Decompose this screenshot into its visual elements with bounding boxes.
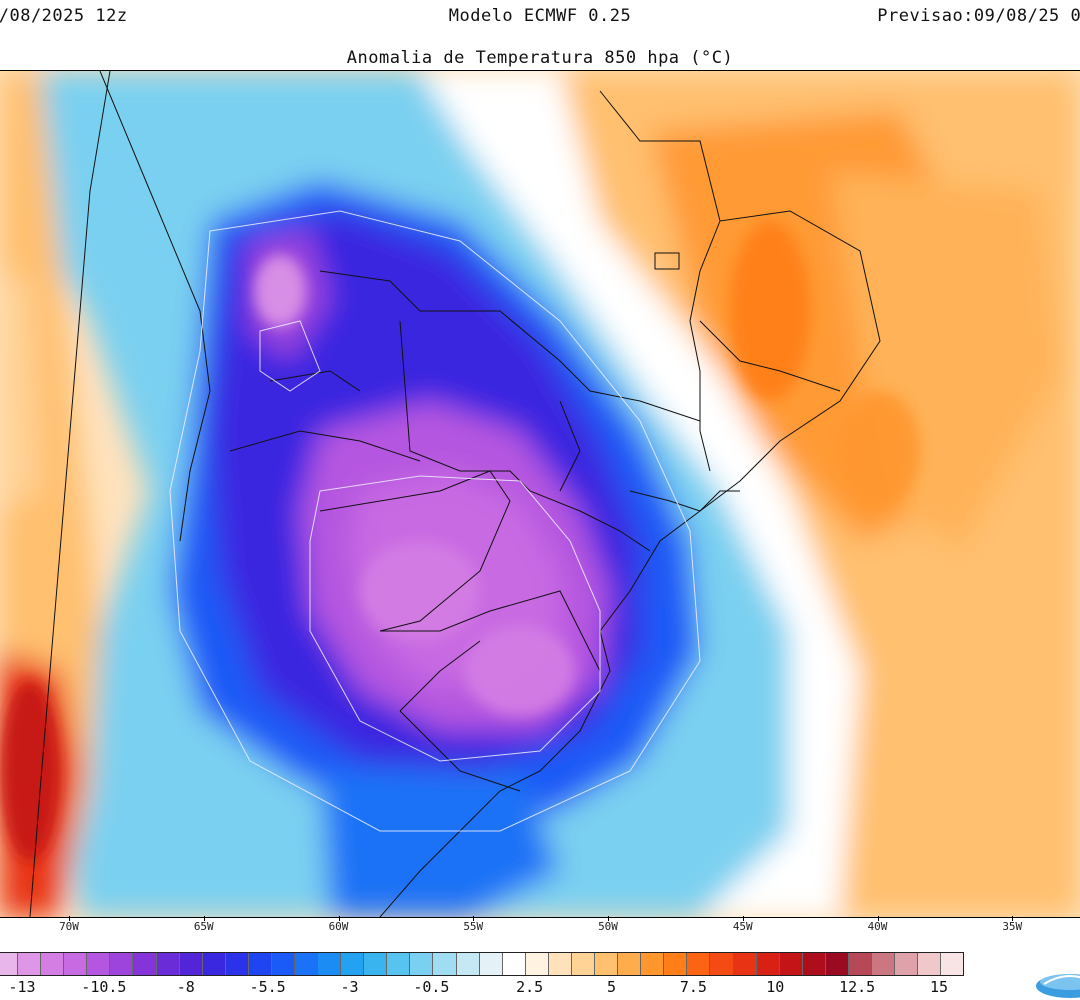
- anomaly-map-canvas: [0, 71, 1080, 917]
- colorbar-cell: [802, 953, 826, 975]
- colorbar-cell: [41, 953, 65, 975]
- colorbar-cell: [710, 953, 734, 975]
- colorbar-cell: [687, 953, 711, 975]
- colorbar-label: -13: [8, 978, 36, 996]
- colorbar-cell: [918, 953, 942, 975]
- colorbar-cell: [641, 953, 665, 975]
- colorbar-cell: [179, 953, 203, 975]
- longitude-label: 60W: [328, 920, 349, 933]
- colorbar-cell: [433, 953, 457, 975]
- colorbar-cell: [0, 953, 19, 975]
- colorbar-label: 15: [929, 978, 949, 996]
- longitude-label: 40W: [867, 920, 888, 933]
- colorbar-cell: [664, 953, 688, 975]
- colorbar: [0, 952, 964, 976]
- colorbar-cell: [848, 953, 872, 975]
- colorbar-cell: [756, 953, 780, 975]
- colorbar-cell: [895, 953, 919, 975]
- longitude-tick: [742, 916, 744, 921]
- colorbar-labels: -13 -10.5 -8 -5.5 -3 -0.5 2.5 5 7.5 10 12.5 15: [0, 978, 1080, 1000]
- longitude-tick: [338, 916, 340, 921]
- longitude-label: 35W: [1002, 920, 1023, 933]
- colorbar-label: -3: [340, 978, 359, 996]
- colorbar-cell: [248, 953, 272, 975]
- colorbar-label: -8: [176, 978, 195, 996]
- longitude-label: 65W: [193, 920, 214, 933]
- colorbar-cell: [595, 953, 619, 975]
- forecast-valid-label: Previsao:09/08/25 00: [877, 6, 1080, 26]
- colorbar-cell: [733, 953, 757, 975]
- anomaly-field: [0, 71, 1080, 917]
- anomaly-detail: [0, 221, 920, 861]
- colorbar-cell: [202, 953, 226, 975]
- colorbar-label: 5: [606, 978, 617, 996]
- longitude-tick: [473, 916, 475, 921]
- colorbar-cell: [295, 953, 319, 975]
- globe-logo-icon: [1036, 974, 1080, 998]
- longitude-tick: [69, 916, 70, 921]
- country-borders: [29, 71, 881, 917]
- colorbar-cell: [387, 953, 411, 975]
- colorbar-label: -0.5: [413, 978, 450, 996]
- colorbar-cell: [618, 953, 642, 975]
- colorbar-label: 2.5: [516, 978, 544, 996]
- longitude-label: 45W: [732, 920, 753, 933]
- colorbar-cell: [271, 953, 296, 975]
- colorbar-label: -10.5: [81, 978, 127, 996]
- colorbar-cell: [341, 953, 365, 975]
- colorbar-cell: [479, 953, 503, 975]
- longitude-axis: 70W 65W 60W 55W 50W 45W 40W 35W: [0, 916, 1080, 938]
- colorbar-cell: [87, 953, 111, 975]
- colorbar-cell: [502, 953, 526, 975]
- colorbar-cell: [156, 953, 180, 975]
- colorbar-cell: [941, 953, 964, 975]
- colorbar-label: 10: [766, 978, 785, 996]
- colorbar-label: 7.5: [679, 978, 707, 996]
- longitude-tick: [877, 916, 879, 921]
- model-name-label: Modelo ECMWF 0.25: [448, 6, 632, 26]
- contour-lines: [169, 210, 701, 832]
- run-time-label: 7/08/2025 12z: [0, 6, 128, 26]
- colorbar-cell: [456, 953, 480, 975]
- longitude-tick: [608, 916, 609, 921]
- longitude-label: 70W: [59, 920, 79, 933]
- colorbar-cell: [18, 953, 42, 975]
- longitude-tick: [203, 916, 205, 921]
- colorbar-cell: [110, 953, 134, 975]
- longitude-tick: [1012, 916, 1014, 921]
- colorbar-label: -5.5: [249, 978, 286, 996]
- colorbar-cell: [318, 953, 342, 975]
- colorbar-cell: [548, 953, 572, 975]
- colorbar-label: 12.5: [839, 978, 876, 996]
- colorbar-cell: [779, 953, 803, 975]
- colorbar-cell: [225, 953, 249, 975]
- colorbar-cell: [64, 953, 88, 975]
- colorbar-cell: [871, 953, 896, 975]
- colorbar-cell: [133, 953, 157, 975]
- colorbar-cell: [525, 953, 549, 975]
- anomaly-map: [0, 70, 1080, 918]
- longitude-label: 55W: [463, 920, 484, 933]
- map-title: Anomalia de Temperatura 850 hpa (°C): [346, 48, 734, 68]
- colorbar-cell: [825, 953, 849, 975]
- longitude-label: 50W: [598, 920, 618, 933]
- colorbar-cell: [364, 953, 388, 975]
- colorbar-cell: [571, 953, 596, 975]
- colorbar-cell: [410, 953, 434, 975]
